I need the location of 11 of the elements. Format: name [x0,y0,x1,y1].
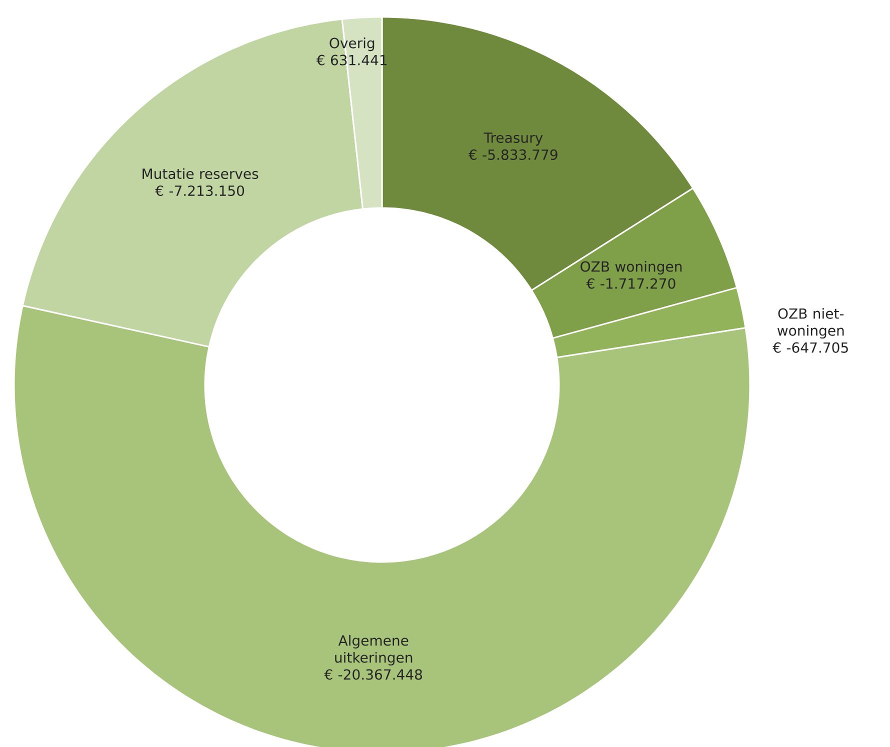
text: € -647.705 [772,342,848,353]
slice-label: Overig [330,38,374,52]
text: € -5.833.779 [468,149,558,160]
text: € -7.213.150 [155,185,244,196]
slice-label: OZB woningen [580,260,682,275]
text: € -1.717.270 [586,278,676,289]
slice-label: OZB niet-woningen [777,308,844,339]
slice-label: Treasury [484,132,543,146]
slice-label: Mutatie reserves [142,168,258,180]
text: € -20.367.448 [324,669,422,680]
slice-label: Algemene uitkeringen [335,634,412,666]
